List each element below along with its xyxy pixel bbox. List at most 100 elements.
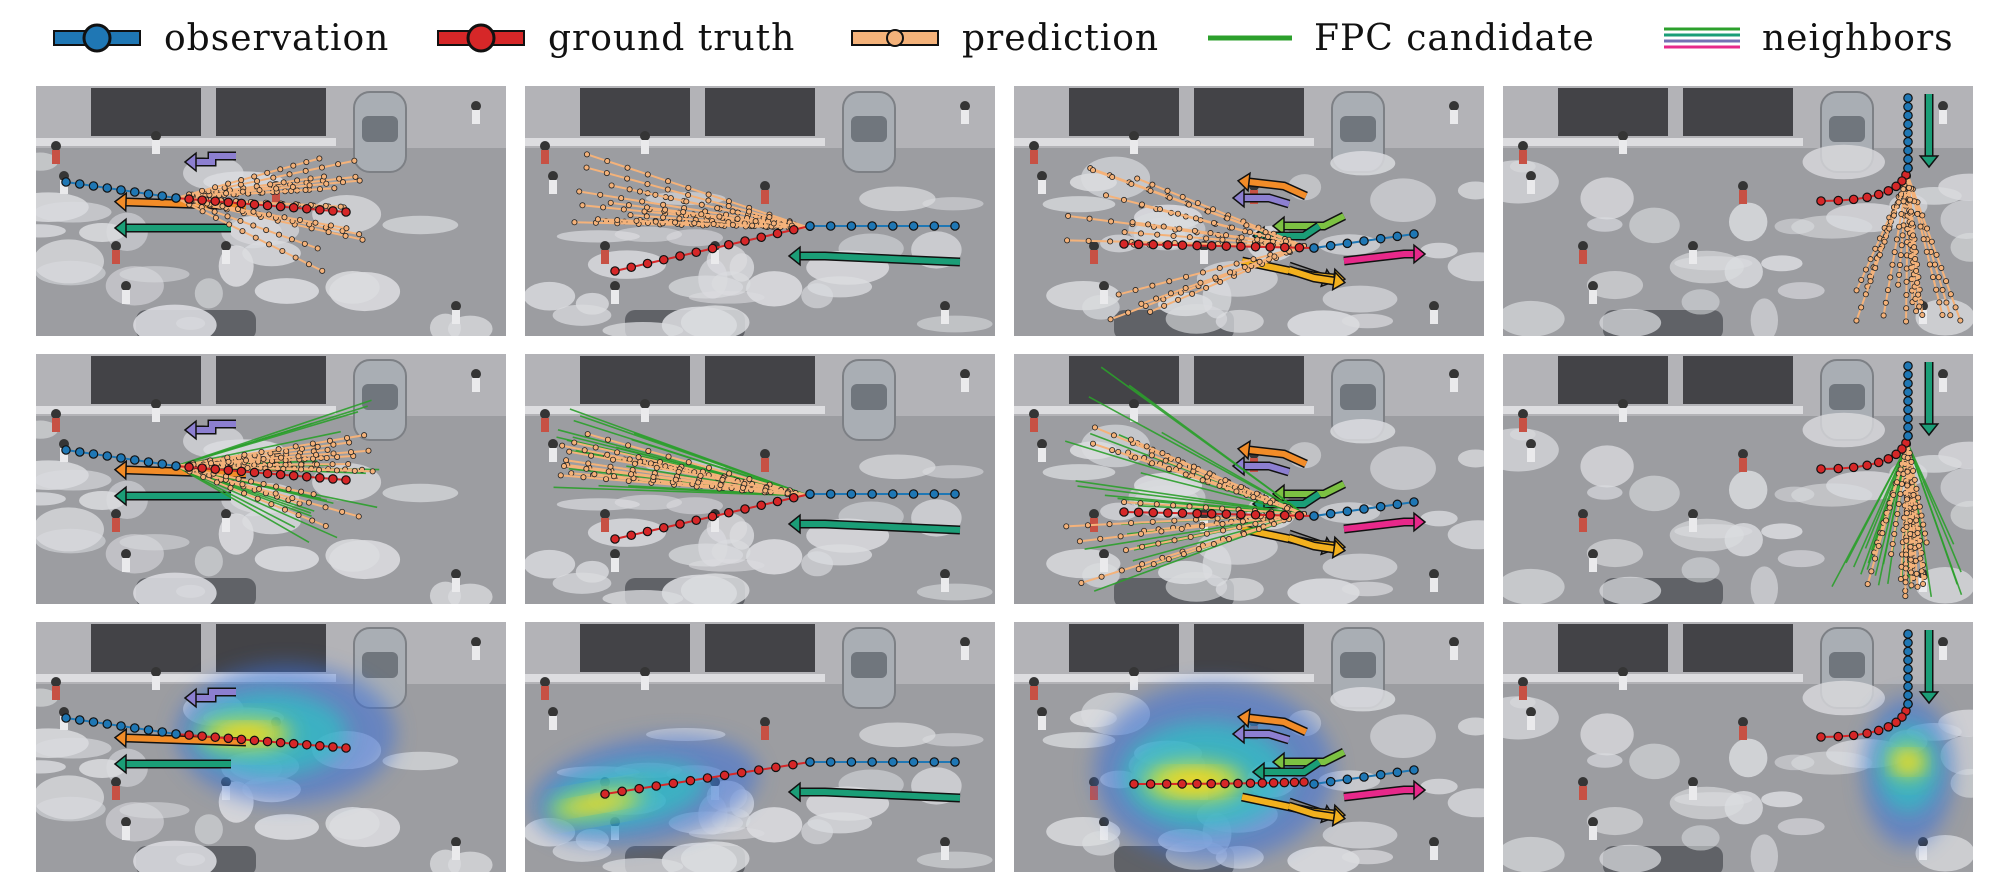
pedestrian xyxy=(1129,667,1139,677)
neighbor-arrow xyxy=(1918,630,1940,705)
pedestrian xyxy=(1738,181,1748,191)
legend-item-ground-truth: ground truth xyxy=(436,8,795,68)
probability-heatmap xyxy=(1094,682,1334,862)
pedestrian xyxy=(1518,677,1528,687)
legend-label-observation: observation xyxy=(164,17,390,59)
pedestrian xyxy=(121,817,131,827)
neighbor-arrow xyxy=(113,217,231,239)
legend-item-neighbors: neighbors xyxy=(1664,8,1954,68)
street-scene-background xyxy=(1014,86,1484,336)
panel-row1-col1 xyxy=(36,86,506,336)
ground-truth-trajectory xyxy=(171,461,351,485)
pedestrian xyxy=(1129,131,1139,141)
neighbors-lines-icon xyxy=(1664,27,1740,49)
pedestrian xyxy=(1429,837,1439,847)
pedestrian xyxy=(51,409,61,419)
neighbor-arrow xyxy=(1271,747,1347,773)
panel-row2-col3 xyxy=(1014,354,1484,604)
pedestrian xyxy=(1618,667,1628,677)
neighbor-arrow xyxy=(1287,533,1347,560)
neighbor-arrow xyxy=(1287,801,1347,828)
pedestrian xyxy=(1938,101,1948,111)
neighbor-arrow xyxy=(1343,779,1427,802)
pedestrian xyxy=(1588,817,1598,827)
observation-trajectory xyxy=(1309,497,1419,521)
pedestrian xyxy=(111,241,121,251)
pedestrian xyxy=(221,509,231,519)
legend-item-prediction: prediction xyxy=(850,8,1159,68)
pedestrian xyxy=(121,281,131,291)
street-scene-background xyxy=(1503,354,1973,604)
pedestrian xyxy=(960,637,970,647)
ground-truth-trajectory xyxy=(610,489,815,544)
neighbor-arrow xyxy=(183,151,236,173)
pedestrian xyxy=(1938,637,1948,647)
observation-trajectory xyxy=(61,177,181,203)
pedestrian xyxy=(940,569,950,579)
observation-trajectory xyxy=(1903,629,1913,709)
pedestrian xyxy=(1618,131,1628,141)
pedestrian xyxy=(51,677,61,687)
pedestrian xyxy=(960,369,970,379)
pedestrian xyxy=(600,509,610,519)
ground-truth-trajectory xyxy=(1129,777,1309,789)
prediction-fan xyxy=(1064,165,1307,323)
pedestrian xyxy=(1099,817,1109,827)
neighbor-arrow xyxy=(1236,171,1308,201)
panel-row3-col1 xyxy=(36,622,506,872)
pedestrian xyxy=(1526,707,1536,717)
observation-trajectory xyxy=(1309,229,1419,253)
pedestrian xyxy=(151,131,161,141)
neighbor-arrow xyxy=(787,245,961,267)
pedestrian xyxy=(1129,399,1139,409)
pedestrian xyxy=(151,399,161,409)
probability-heatmap xyxy=(1863,697,1953,847)
pedestrian xyxy=(1037,707,1047,717)
pedestrian xyxy=(1738,717,1748,727)
neighbor-arrow xyxy=(1251,758,1322,783)
pedestrian xyxy=(151,667,161,677)
pedestrian xyxy=(640,131,650,141)
panel-row1-col3 xyxy=(1014,86,1484,336)
pedestrian xyxy=(221,241,231,251)
neighbor-arrow xyxy=(183,419,236,441)
panel-row2-col2 xyxy=(525,354,995,604)
pedestrian xyxy=(1688,509,1698,519)
neighbor-arrow xyxy=(1343,243,1427,266)
ground-truth-trajectory xyxy=(1119,239,1319,253)
ground-truth-trajectory xyxy=(1119,507,1319,521)
pedestrian xyxy=(1449,369,1459,379)
ground-truth-marker-icon xyxy=(437,23,525,53)
pedestrian xyxy=(540,409,550,419)
observation-trajectory xyxy=(805,221,960,231)
pedestrian xyxy=(451,837,461,847)
pedestrian xyxy=(610,549,620,559)
panel-row2-col4 xyxy=(1503,354,1973,604)
neighbor-arrow xyxy=(1918,94,1940,169)
pedestrian xyxy=(760,449,770,459)
ground-truth-trajectory xyxy=(171,193,351,217)
pedestrian xyxy=(451,569,461,579)
pedestrian xyxy=(1089,241,1099,251)
pedestrian xyxy=(1449,101,1459,111)
neighbor-arrow xyxy=(1287,265,1347,292)
street-scene-background xyxy=(1014,354,1484,604)
pedestrian xyxy=(600,241,610,251)
neighbor-arrow xyxy=(1231,187,1291,209)
pedestrian xyxy=(1578,509,1588,519)
panel-row3-col4 xyxy=(1503,622,1973,872)
neighbor-arrow xyxy=(787,781,961,803)
pedestrian xyxy=(1578,241,1588,251)
pedestrian xyxy=(760,717,770,727)
pedestrian xyxy=(1688,241,1698,251)
pedestrian xyxy=(540,677,550,687)
pedestrian xyxy=(1688,777,1698,787)
observation-marker-icon xyxy=(53,23,141,53)
pedestrian xyxy=(1029,141,1039,151)
prediction-fan xyxy=(571,151,813,231)
pedestrian xyxy=(610,281,620,291)
pedestrian xyxy=(1526,439,1536,449)
observation-trajectory xyxy=(61,445,181,471)
pedestrian xyxy=(1518,141,1528,151)
